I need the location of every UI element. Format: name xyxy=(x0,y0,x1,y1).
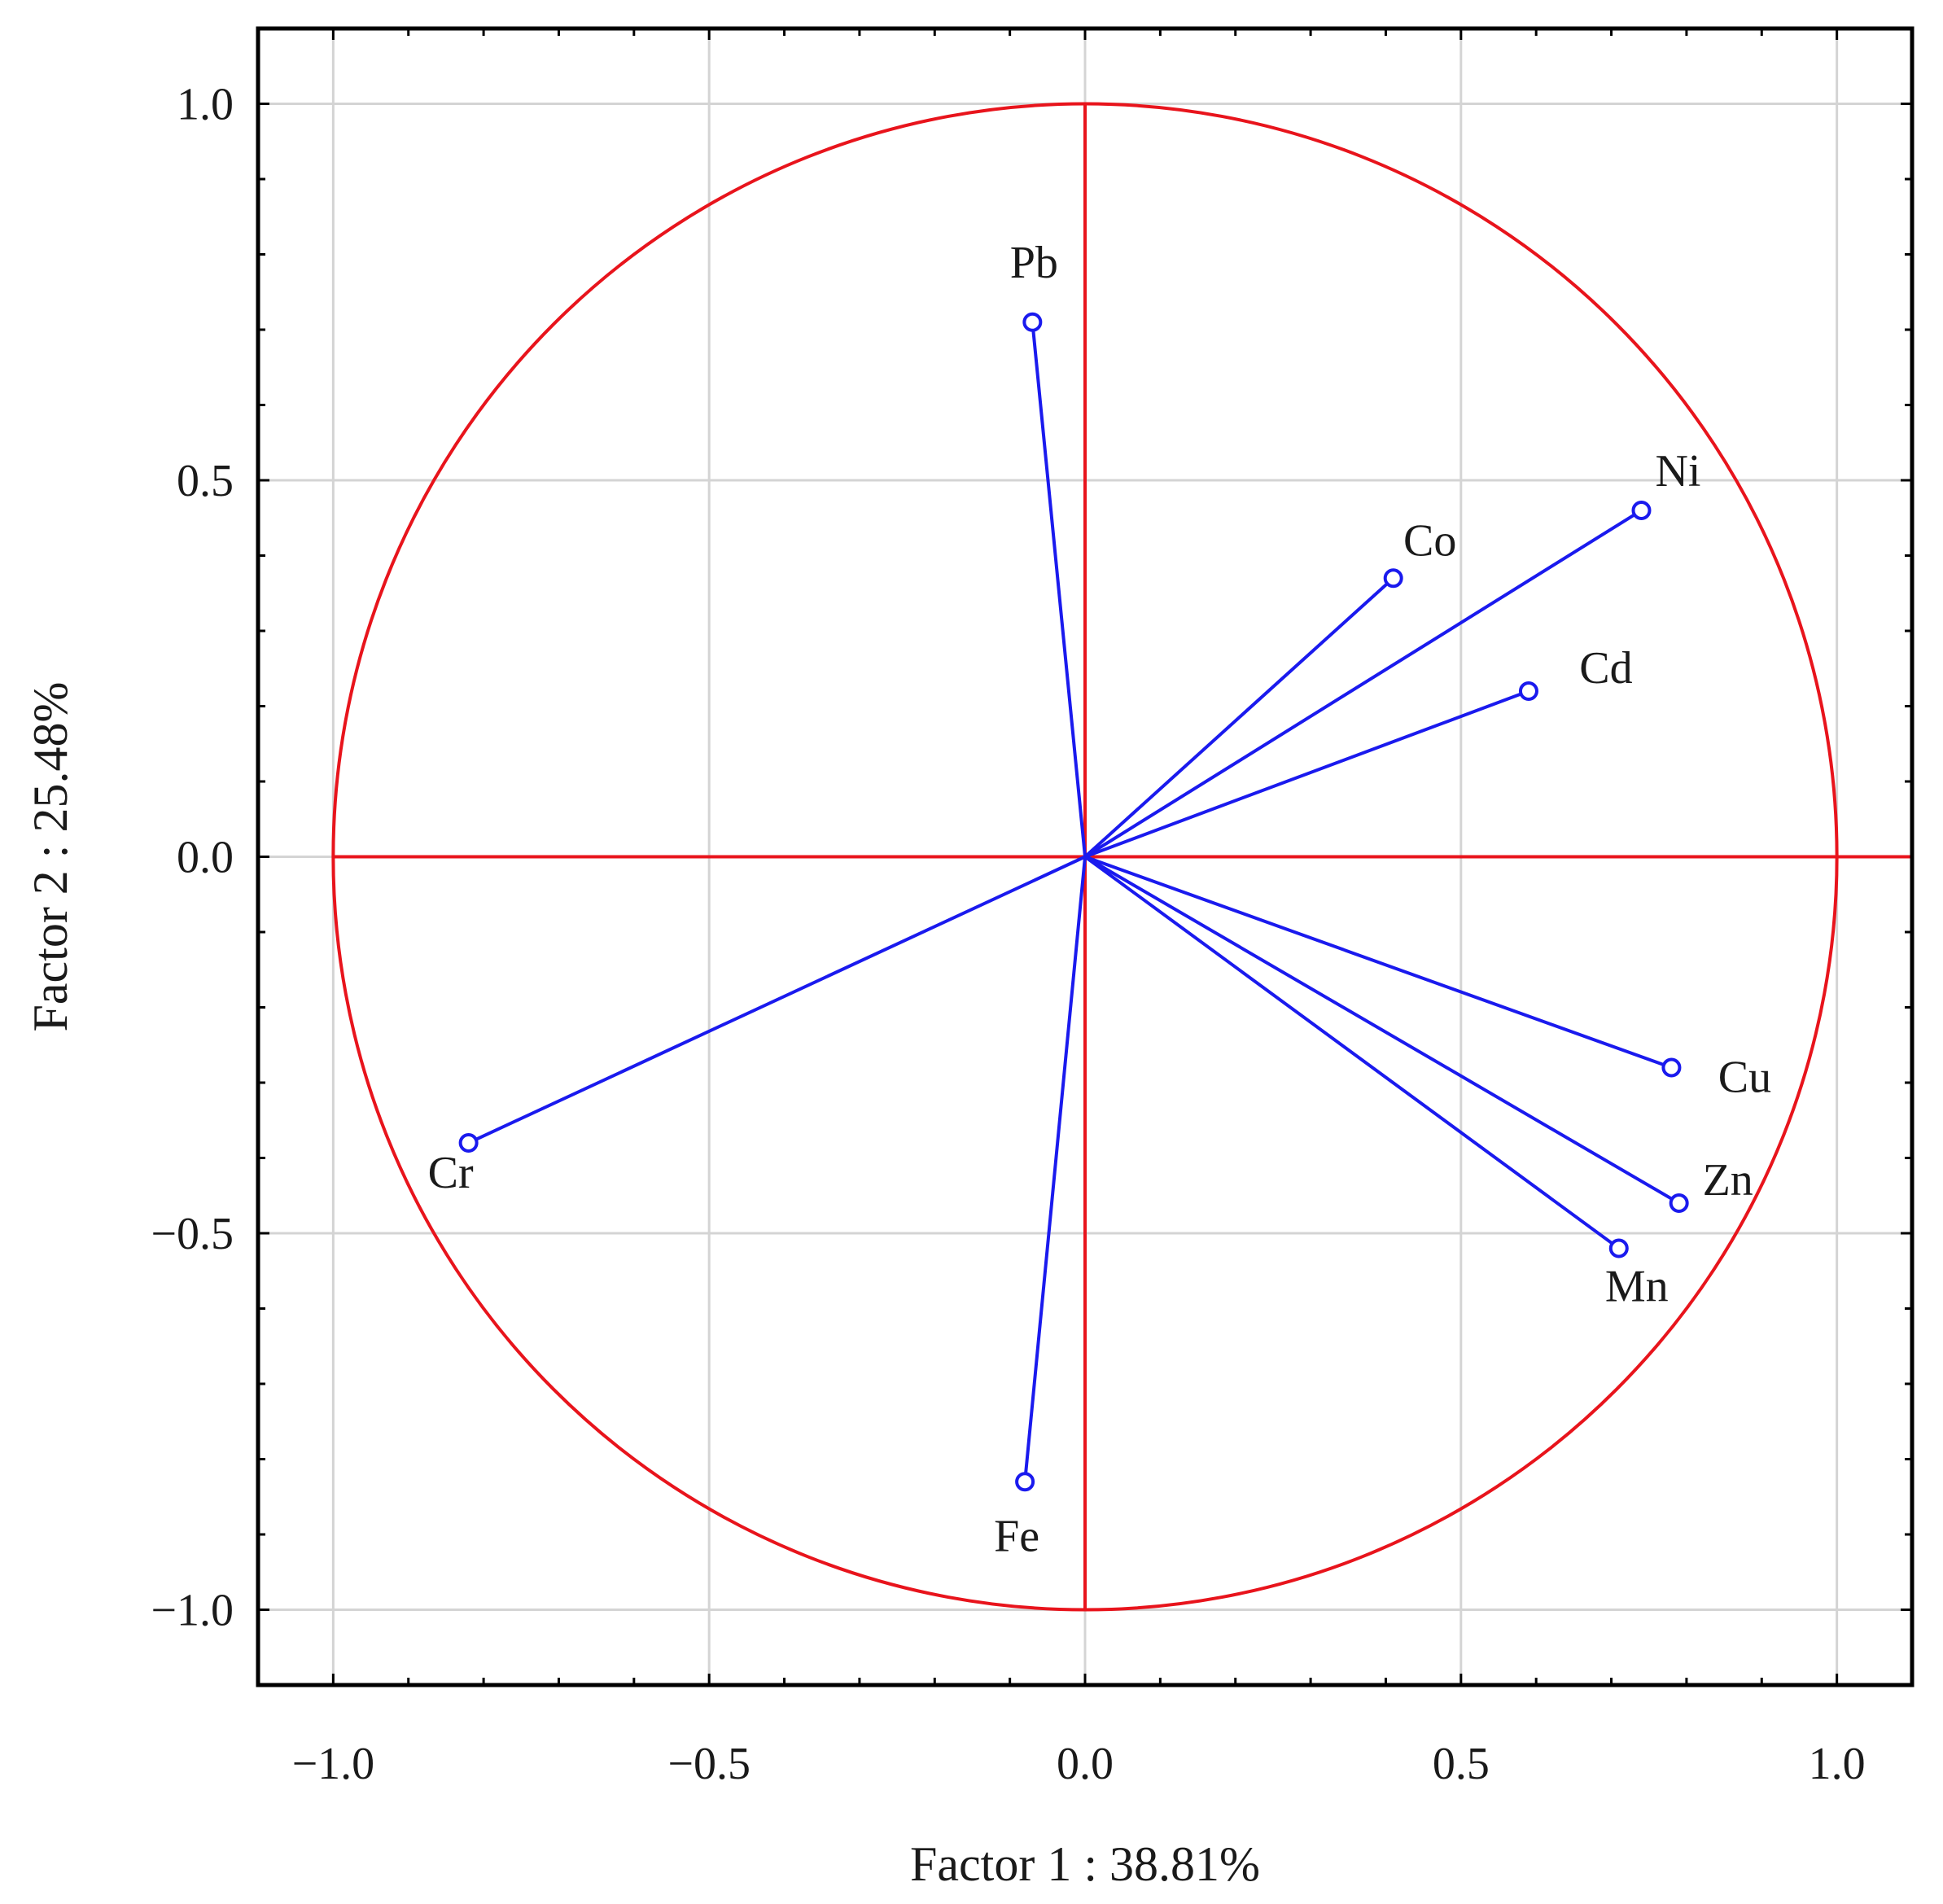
point-marker-pb xyxy=(1022,312,1043,332)
y-tick-label-2: 0.0 xyxy=(177,833,234,883)
vector-cr xyxy=(467,855,1086,1145)
point-marker-co xyxy=(1383,568,1403,589)
x-tick-label-3: 0.5 xyxy=(1433,1739,1490,1789)
point-label-cr: Cr xyxy=(428,1148,474,1198)
loading-vectors xyxy=(458,312,1689,1492)
tick-labels: −1.0 −0.5 0.0 0.5 1.0 −1.0 −0.5 0.0 0.5 1.0 xyxy=(151,80,1865,1790)
point-marker-cu xyxy=(1661,1057,1682,1078)
point-marker-zn xyxy=(1669,1193,1689,1213)
vector-cd xyxy=(1084,689,1529,859)
point-label-cu: Cu xyxy=(1718,1053,1771,1103)
point-marker-cr xyxy=(458,1133,479,1153)
vector-cu xyxy=(1084,855,1673,1070)
y-axis-title: Factor 2 : 25.48% xyxy=(24,682,77,1032)
vector-co xyxy=(1083,576,1395,858)
point-label-co: Co xyxy=(1403,515,1456,566)
x-tick-label-2: 0.0 xyxy=(1057,1739,1114,1789)
y-tick-label-0: −1.0 xyxy=(151,1586,234,1636)
x-tick-label-0: −1.0 xyxy=(292,1739,375,1789)
vector-pb xyxy=(1031,322,1087,857)
x-tick-label-4: 1.0 xyxy=(1809,1739,1866,1789)
point-marker-mn xyxy=(1608,1238,1629,1258)
point-labels: Pb Ni Co Cd Cu Zn Mn Cr Fe xyxy=(428,238,1771,1562)
point-label-mn: Mn xyxy=(1605,1262,1669,1312)
point-label-fe: Fe xyxy=(994,1511,1039,1561)
vector-fe xyxy=(1023,856,1087,1482)
point-marker-cd xyxy=(1518,681,1538,701)
vector-zn xyxy=(1083,855,1680,1205)
point-label-cd: Cd xyxy=(1579,643,1632,694)
point-marker-ni xyxy=(1631,501,1652,520)
point-marker-fe xyxy=(1015,1472,1035,1492)
vector-mn xyxy=(1083,855,1620,1250)
x-tick-label-1: −0.5 xyxy=(667,1739,751,1789)
vector-ni xyxy=(1083,509,1643,859)
point-label-ni: Ni xyxy=(1655,446,1700,497)
point-label-pb: Pb xyxy=(1010,238,1058,288)
y-tick-label-4: 1.0 xyxy=(177,80,234,130)
y-tick-label-3: 0.5 xyxy=(177,456,234,506)
unit-circle-and-zero-lines xyxy=(331,102,1912,1612)
point-label-zn: Zn xyxy=(1703,1155,1753,1206)
x-axis-title: Factor 1 : 38.81% xyxy=(910,1837,1260,1891)
plot-frame xyxy=(256,26,1915,1687)
y-tick-label-1: −0.5 xyxy=(151,1209,234,1259)
